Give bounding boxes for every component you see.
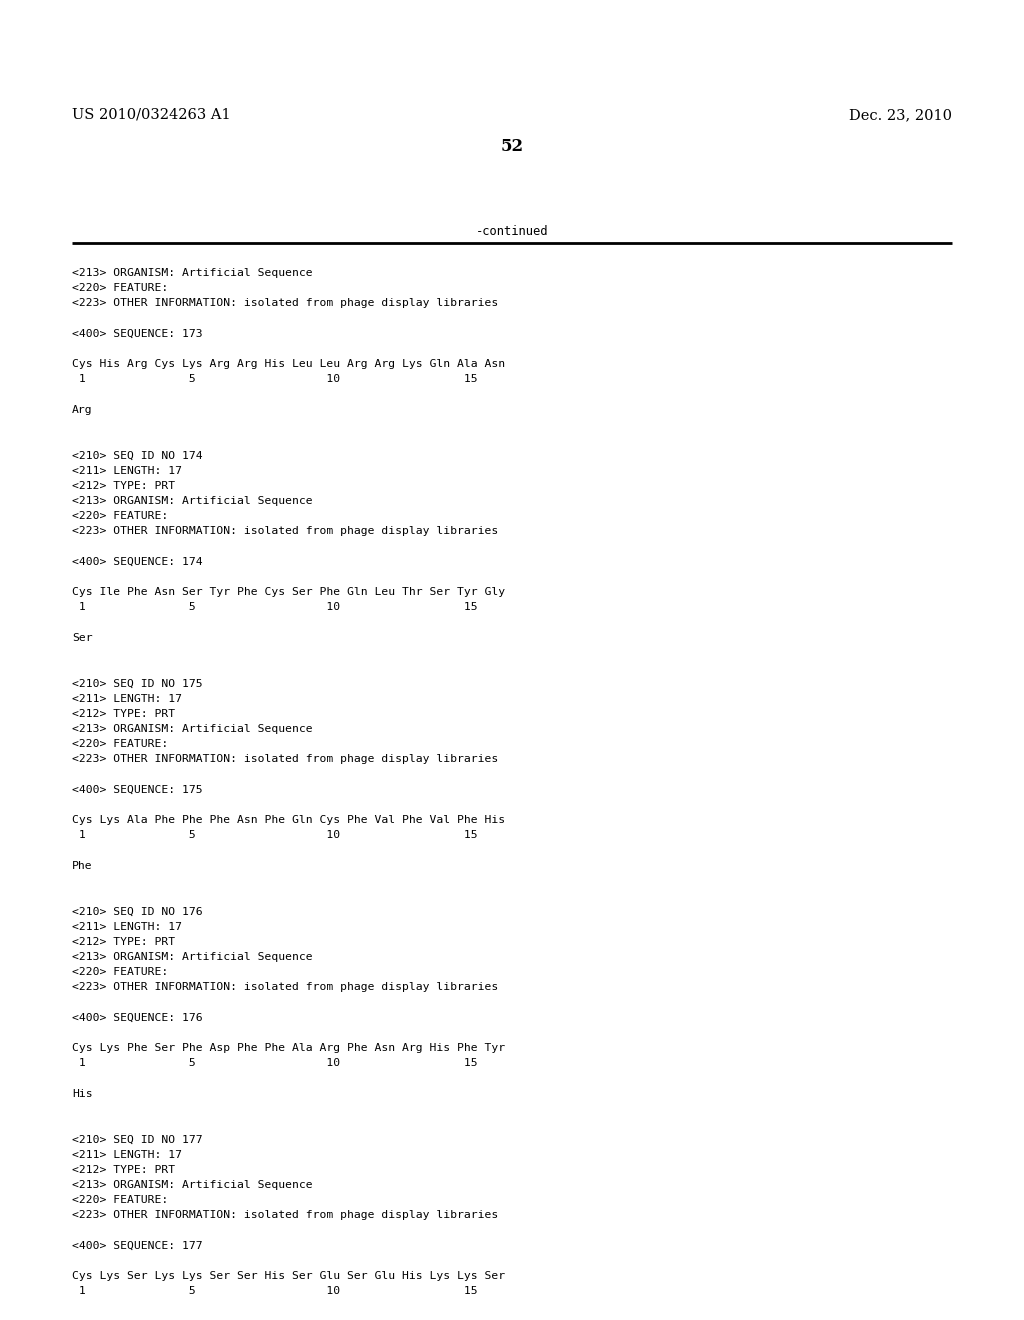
Text: -continued: -continued — [476, 224, 548, 238]
Text: <212> TYPE: PRT: <212> TYPE: PRT — [72, 1164, 175, 1175]
Text: <220> FEATURE:: <220> FEATURE: — [72, 511, 168, 521]
Text: Arg: Arg — [72, 405, 92, 414]
Text: Cys Lys Ala Phe Phe Phe Asn Phe Gln Cys Phe Val Phe Val Phe His: Cys Lys Ala Phe Phe Phe Asn Phe Gln Cys … — [72, 816, 505, 825]
Text: 1               5                   10                  15: 1 5 10 15 — [72, 1059, 477, 1068]
Text: 1               5                   10                  15: 1 5 10 15 — [72, 602, 477, 612]
Text: <220> FEATURE:: <220> FEATURE: — [72, 739, 168, 750]
Text: Phe: Phe — [72, 861, 92, 871]
Text: <210> SEQ ID NO 177: <210> SEQ ID NO 177 — [72, 1134, 203, 1144]
Text: <223> OTHER INFORMATION: isolated from phage display libraries: <223> OTHER INFORMATION: isolated from p… — [72, 1210, 499, 1221]
Text: <400> SEQUENCE: 175: <400> SEQUENCE: 175 — [72, 785, 203, 795]
Text: <400> SEQUENCE: 177: <400> SEQUENCE: 177 — [72, 1241, 203, 1251]
Text: <223> OTHER INFORMATION: isolated from phage display libraries: <223> OTHER INFORMATION: isolated from p… — [72, 527, 499, 536]
Text: <220> FEATURE:: <220> FEATURE: — [72, 284, 168, 293]
Text: <400> SEQUENCE: 173: <400> SEQUENCE: 173 — [72, 329, 203, 339]
Text: <211> LENGTH: 17: <211> LENGTH: 17 — [72, 1150, 182, 1159]
Text: <211> LENGTH: 17: <211> LENGTH: 17 — [72, 693, 182, 704]
Text: <210> SEQ ID NO 174: <210> SEQ ID NO 174 — [72, 450, 203, 461]
Text: Cys Lys Phe Ser Phe Asp Phe Phe Ala Arg Phe Asn Arg His Phe Tyr: Cys Lys Phe Ser Phe Asp Phe Phe Ala Arg … — [72, 1043, 505, 1053]
Text: His: His — [72, 1089, 92, 1098]
Text: <211> LENGTH: 17: <211> LENGTH: 17 — [72, 921, 182, 932]
Text: <220> FEATURE:: <220> FEATURE: — [72, 1195, 168, 1205]
Text: 52: 52 — [501, 139, 523, 154]
Text: 1               5                   10                  15: 1 5 10 15 — [72, 375, 477, 384]
Text: <223> OTHER INFORMATION: isolated from phage display libraries: <223> OTHER INFORMATION: isolated from p… — [72, 982, 499, 993]
Text: Cys Ile Phe Asn Ser Tyr Phe Cys Ser Phe Gln Leu Thr Ser Tyr Gly: Cys Ile Phe Asn Ser Tyr Phe Cys Ser Phe … — [72, 587, 505, 597]
Text: US 2010/0324263 A1: US 2010/0324263 A1 — [72, 108, 230, 121]
Text: Cys His Arg Cys Lys Arg Arg His Leu Leu Arg Arg Lys Gln Ala Asn: Cys His Arg Cys Lys Arg Arg His Leu Leu … — [72, 359, 505, 370]
Text: <213> ORGANISM: Artificial Sequence: <213> ORGANISM: Artificial Sequence — [72, 1180, 312, 1191]
Text: <220> FEATURE:: <220> FEATURE: — [72, 968, 168, 977]
Text: <213> ORGANISM: Artificial Sequence: <213> ORGANISM: Artificial Sequence — [72, 723, 312, 734]
Text: 1               5                   10                  15: 1 5 10 15 — [72, 830, 477, 841]
Text: <400> SEQUENCE: 176: <400> SEQUENCE: 176 — [72, 1012, 203, 1023]
Text: <213> ORGANISM: Artificial Sequence: <213> ORGANISM: Artificial Sequence — [72, 496, 312, 506]
Text: <223> OTHER INFORMATION: isolated from phage display libraries: <223> OTHER INFORMATION: isolated from p… — [72, 298, 499, 309]
Text: <213> ORGANISM: Artificial Sequence: <213> ORGANISM: Artificial Sequence — [72, 268, 312, 279]
Text: Ser: Ser — [72, 632, 92, 643]
Text: <210> SEQ ID NO 175: <210> SEQ ID NO 175 — [72, 678, 203, 689]
Text: <223> OTHER INFORMATION: isolated from phage display libraries: <223> OTHER INFORMATION: isolated from p… — [72, 755, 499, 764]
Text: <212> TYPE: PRT: <212> TYPE: PRT — [72, 709, 175, 719]
Text: <212> TYPE: PRT: <212> TYPE: PRT — [72, 480, 175, 491]
Text: <400> SEQUENCE: 174: <400> SEQUENCE: 174 — [72, 557, 203, 566]
Text: 1               5                   10                  15: 1 5 10 15 — [72, 1287, 477, 1296]
Text: <211> LENGTH: 17: <211> LENGTH: 17 — [72, 466, 182, 475]
Text: <210> SEQ ID NO 176: <210> SEQ ID NO 176 — [72, 907, 203, 916]
Text: Dec. 23, 2010: Dec. 23, 2010 — [849, 108, 952, 121]
Text: Cys Lys Ser Lys Lys Ser Ser His Ser Glu Ser Glu His Lys Lys Ser: Cys Lys Ser Lys Lys Ser Ser His Ser Glu … — [72, 1271, 505, 1282]
Text: <213> ORGANISM: Artificial Sequence: <213> ORGANISM: Artificial Sequence — [72, 952, 312, 962]
Text: <212> TYPE: PRT: <212> TYPE: PRT — [72, 937, 175, 946]
